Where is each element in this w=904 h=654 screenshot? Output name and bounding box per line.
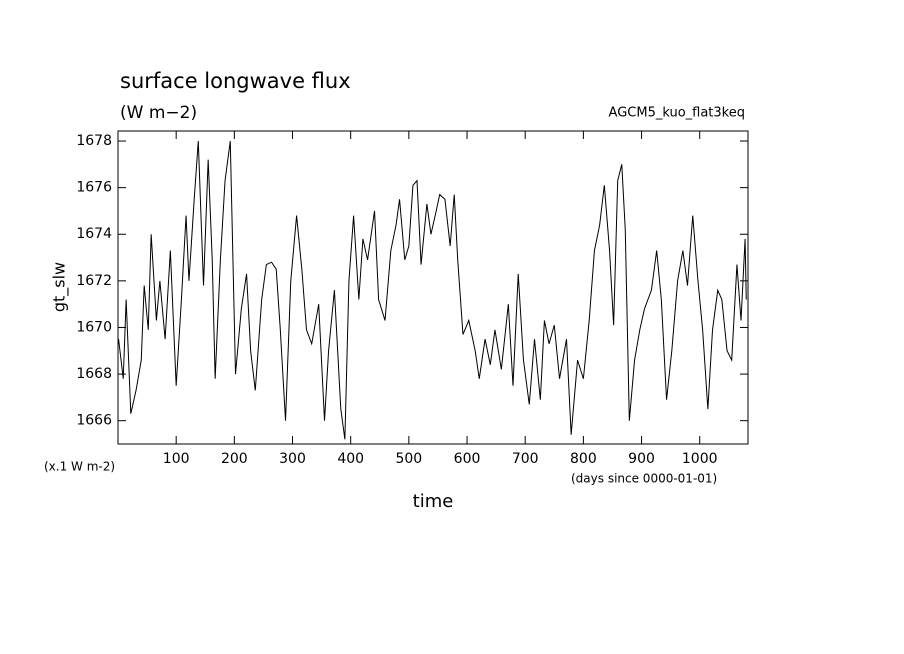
chart-title: surface longwave flux — [120, 69, 351, 93]
y-tick-label: 1670 — [76, 319, 112, 335]
y-tick-label: 1668 — [76, 366, 112, 382]
x-tick-label: 100 — [163, 451, 190, 467]
y-tick-label: 1678 — [76, 133, 112, 149]
x-tick-label: 200 — [221, 451, 248, 467]
annotation: AGCM5_kuo_flat3keq — [609, 106, 745, 121]
y-axis-label: gt_slw — [50, 262, 70, 312]
y-tick-label: 1672 — [76, 273, 112, 289]
y-tick-label: 1674 — [76, 226, 112, 242]
y-tick-label: 1676 — [76, 180, 112, 196]
chart-subtitle: (W m−2) — [120, 103, 197, 123]
data-line — [118, 140, 747, 440]
x-tick-label: 1000 — [682, 451, 718, 467]
x-tick-label: 400 — [337, 451, 364, 467]
x-axis-label: time — [413, 491, 454, 512]
x-units: (days since 0000-01-01) — [571, 472, 717, 486]
x-tick-label: 800 — [570, 451, 597, 467]
plot-frame — [117, 130, 749, 445]
x-tick-label: 900 — [628, 451, 655, 467]
x-tick-label: 600 — [454, 451, 481, 467]
x-tick-label: 500 — [395, 451, 422, 467]
x-tick-label: 300 — [279, 451, 306, 467]
x-tick-label: 700 — [512, 451, 539, 467]
y-tick-label: 1666 — [76, 413, 112, 429]
y-units: (x.1 W m-2) — [44, 460, 115, 474]
